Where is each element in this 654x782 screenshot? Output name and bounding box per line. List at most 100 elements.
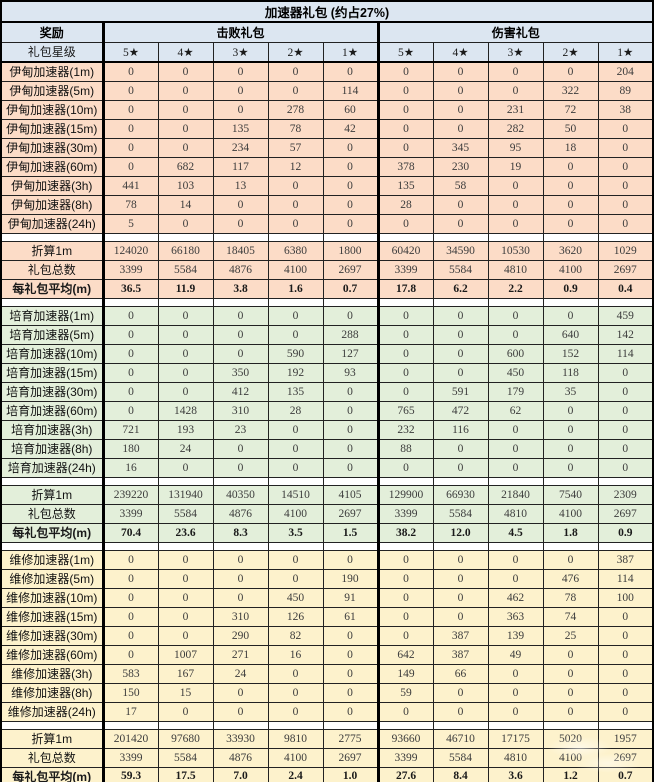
- value-cell: 0: [101, 587, 159, 608]
- value-cell: 0: [157, 568, 214, 589]
- table-row: 礼包总数 3399 5584 4876 4100 2697 3399 5584 4810 4100…: [0, 259, 654, 280]
- value-cell: 6380: [267, 240, 324, 261]
- spacer-cell: [597, 232, 654, 242]
- value-cell: 0: [101, 137, 159, 158]
- value-cell: 0: [322, 400, 379, 421]
- value-cell: 3399: [376, 747, 434, 768]
- spacer-cell: [0, 476, 104, 486]
- spacer-cell: [376, 297, 434, 307]
- value-cell: 0: [101, 400, 159, 421]
- row-label: 每礼包平均(m): [0, 766, 104, 782]
- table-row: 维修加速器(15m) 0 0 310 126 61 0 0 363 74 0: [0, 606, 654, 627]
- value-cell: 0: [267, 175, 324, 196]
- value-cell: 179: [487, 381, 544, 402]
- value-cell: 0: [542, 457, 599, 478]
- value-cell: 16: [267, 644, 324, 665]
- value-cell: 0: [376, 362, 434, 383]
- value-cell: 201420: [101, 728, 159, 749]
- page-title: 加速器礼包 (约占27%): [0, 0, 654, 23]
- spacer-row: [0, 232, 654, 242]
- value-cell: 0: [101, 99, 159, 120]
- spacer-cell: [432, 476, 489, 486]
- value-cell: 0: [267, 438, 324, 459]
- table-row: 维修加速器(30m) 0 0 290 82 0 0 387 139 25 0: [0, 625, 654, 646]
- value-cell: 89: [597, 80, 654, 101]
- spacer-cell: [157, 541, 214, 551]
- value-cell: 1007: [157, 644, 214, 665]
- value-cell: 0.4: [597, 278, 654, 299]
- value-cell: 18: [542, 137, 599, 158]
- spacer-cell: [212, 297, 269, 307]
- table-title-row: 加速器礼包 (约占27%): [0, 0, 654, 23]
- value-cell: 0: [322, 625, 379, 646]
- value-cell: 5584: [432, 747, 489, 768]
- value-cell: 12.0: [432, 522, 489, 543]
- value-cell: 135: [212, 118, 269, 139]
- table-row: 培育加速器(5m) 0 0 0 0 288 0 0 0 640 142: [0, 324, 654, 345]
- group-header-row: 奖励 击败礼包 伤害礼包: [0, 21, 654, 43]
- value-cell: 0: [157, 343, 214, 364]
- value-cell: 36.5: [101, 278, 159, 299]
- value-cell: 103: [157, 175, 214, 196]
- table-row: 伊甸加速器(15m) 0 0 135 78 42 0 0 282 50 0: [0, 118, 654, 139]
- table-row: 培育加速器(3h) 721 193 23 0 0 232 116 0 0 0: [0, 419, 654, 440]
- value-cell: 0: [542, 194, 599, 215]
- value-cell: 0: [597, 137, 654, 158]
- value-cell: 58: [432, 175, 489, 196]
- row-label: 培育加速器(15m): [0, 362, 104, 383]
- value-cell: 0: [267, 663, 324, 684]
- value-cell: 180: [101, 438, 159, 459]
- value-cell: 0: [432, 701, 489, 722]
- value-cell: 0: [212, 194, 269, 215]
- value-cell: 271: [212, 644, 269, 665]
- value-cell: 0: [376, 457, 434, 478]
- spacer-row: [0, 541, 654, 551]
- value-cell: 278: [267, 99, 324, 120]
- value-cell: 1428: [157, 400, 214, 421]
- value-cell: 0: [597, 362, 654, 383]
- reward-header-cell: 奖励: [0, 21, 104, 43]
- value-cell: 0: [212, 99, 269, 120]
- value-cell: 3.6: [487, 766, 544, 782]
- value-cell: 0: [432, 99, 489, 120]
- row-label: 折算1m: [0, 240, 104, 261]
- value-cell: 0: [376, 343, 434, 364]
- value-cell: 387: [432, 644, 489, 665]
- row-label: 维修加速器(30m): [0, 625, 104, 646]
- damage-pack-header-cell: 伤害礼包: [376, 21, 654, 43]
- value-cell: 35: [542, 381, 599, 402]
- row-label: 培育加速器(5m): [0, 324, 104, 345]
- spacer-cell: [267, 297, 324, 307]
- value-cell: 131940: [157, 484, 214, 505]
- value-cell: 0: [101, 118, 159, 139]
- value-cell: 0: [597, 419, 654, 440]
- value-cell: 0: [597, 156, 654, 177]
- spacer-cell: [597, 476, 654, 486]
- spacer-cell: [432, 720, 489, 730]
- value-cell: 190: [322, 568, 379, 589]
- table-row: 礼包总数 3399 5584 4876 4100 2697 3399 5584 4810 4100…: [0, 747, 654, 768]
- spacer-cell: [267, 232, 324, 242]
- value-cell: 33930: [212, 728, 269, 749]
- spacer-cell: [267, 541, 324, 551]
- star-header-cell: 2★: [267, 41, 324, 63]
- table-row: 折算1m 124020 66180 18405 6380 1800 60420 34590 10…: [0, 240, 654, 261]
- value-cell: 3399: [101, 259, 159, 280]
- value-cell: 0: [267, 305, 324, 326]
- row-label: 维修加速器(1m): [0, 549, 104, 570]
- value-cell: 2309: [597, 484, 654, 505]
- value-cell: 60: [322, 99, 379, 120]
- value-cell: 0: [322, 213, 379, 234]
- value-cell: 0: [101, 61, 159, 82]
- value-cell: 0: [212, 457, 269, 478]
- value-cell: 0: [157, 305, 214, 326]
- spacer-cell: [597, 541, 654, 551]
- row-label: 维修加速器(15m): [0, 606, 104, 627]
- value-cell: 24: [212, 663, 269, 684]
- table-row: 伊甸加速器(60m) 0 682 117 12 0 378 230 19 0 0: [0, 156, 654, 177]
- value-cell: 34590: [432, 240, 489, 261]
- value-cell: 0: [101, 625, 159, 646]
- value-cell: 4100: [542, 747, 599, 768]
- value-cell: 7.0: [212, 766, 269, 782]
- spacer-cell: [376, 232, 434, 242]
